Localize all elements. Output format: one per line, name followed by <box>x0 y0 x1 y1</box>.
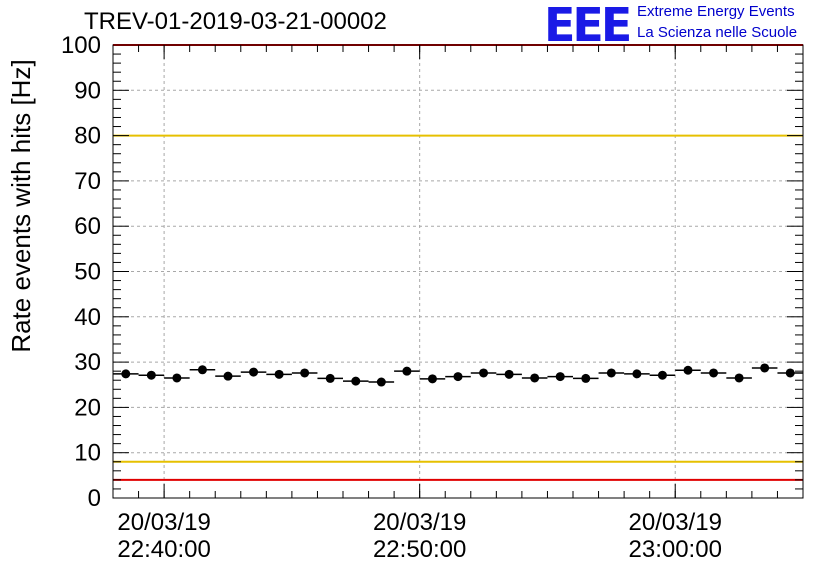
reference-lines <box>113 44 803 481</box>
logo-tagline-2: La Scienza nelle Scuole <box>637 24 798 41</box>
data-point <box>427 374 437 384</box>
y-tick-label: 0 <box>88 485 101 512</box>
data-point <box>402 366 412 376</box>
logo-tagline-1: Extreme Energy Events <box>637 3 795 20</box>
y-tick-label: 60 <box>74 213 101 240</box>
eee-logo: EEE Extreme Energy Events La Scienza nel… <box>544 0 834 52</box>
data-point <box>300 368 310 378</box>
x-tick-time-label: 23:00:00 <box>629 536 722 563</box>
y-tick-label: 10 <box>74 440 101 467</box>
data-point <box>146 370 156 380</box>
data-point <box>223 371 233 381</box>
y-tick-label: 40 <box>74 304 101 331</box>
data-point <box>274 369 284 379</box>
data-point <box>479 368 489 378</box>
data-point <box>734 373 744 383</box>
y-tick-label: 30 <box>74 349 101 376</box>
data-point <box>785 368 795 378</box>
data-point <box>530 373 540 383</box>
data-point <box>504 369 514 379</box>
data-point <box>555 372 565 382</box>
grid-lines <box>113 45 803 498</box>
data-point <box>709 368 719 378</box>
x-tick-labels: 20/03/1922:40:0020/03/1922:50:0020/03/19… <box>117 509 722 563</box>
y-tick-label: 90 <box>74 77 101 104</box>
y-tick-labels: 0 10 20 30 40 50 60 70 80 90 100 <box>61 32 101 512</box>
chart-title: TREV-01-2019-03-21-00002 <box>84 8 387 35</box>
data-point <box>606 368 616 378</box>
y-tick-label: 20 <box>74 394 101 421</box>
data-point <box>581 373 591 383</box>
data-series <box>113 363 803 387</box>
x-tick-time-label: 22:40:00 <box>117 536 210 563</box>
data-point <box>197 365 207 375</box>
x-tick-date-label: 20/03/19 <box>373 509 466 536</box>
data-point <box>453 372 463 382</box>
y-tick-label: 50 <box>74 259 101 286</box>
data-point <box>657 370 667 380</box>
data-point <box>325 373 335 383</box>
data-point <box>376 377 386 387</box>
x-tick-time-label: 22:50:00 <box>373 536 466 563</box>
eee-logo-mark: EEE <box>544 0 632 52</box>
y-tick-label: 100 <box>61 32 101 59</box>
data-point <box>683 365 693 375</box>
data-point <box>760 363 770 373</box>
data-point <box>632 369 642 379</box>
y-tick-label: 70 <box>74 168 101 195</box>
data-point <box>121 369 131 379</box>
y-tick-label: 80 <box>74 123 101 150</box>
data-point <box>172 373 182 383</box>
data-point <box>249 367 259 377</box>
x-tick-date-label: 20/03/19 <box>629 509 722 536</box>
y-axis-title: Rate events with hits [Hz] <box>6 59 36 352</box>
x-tick-date-label: 20/03/19 <box>117 509 210 536</box>
plot-frame <box>112 44 804 499</box>
data-point <box>351 376 361 386</box>
